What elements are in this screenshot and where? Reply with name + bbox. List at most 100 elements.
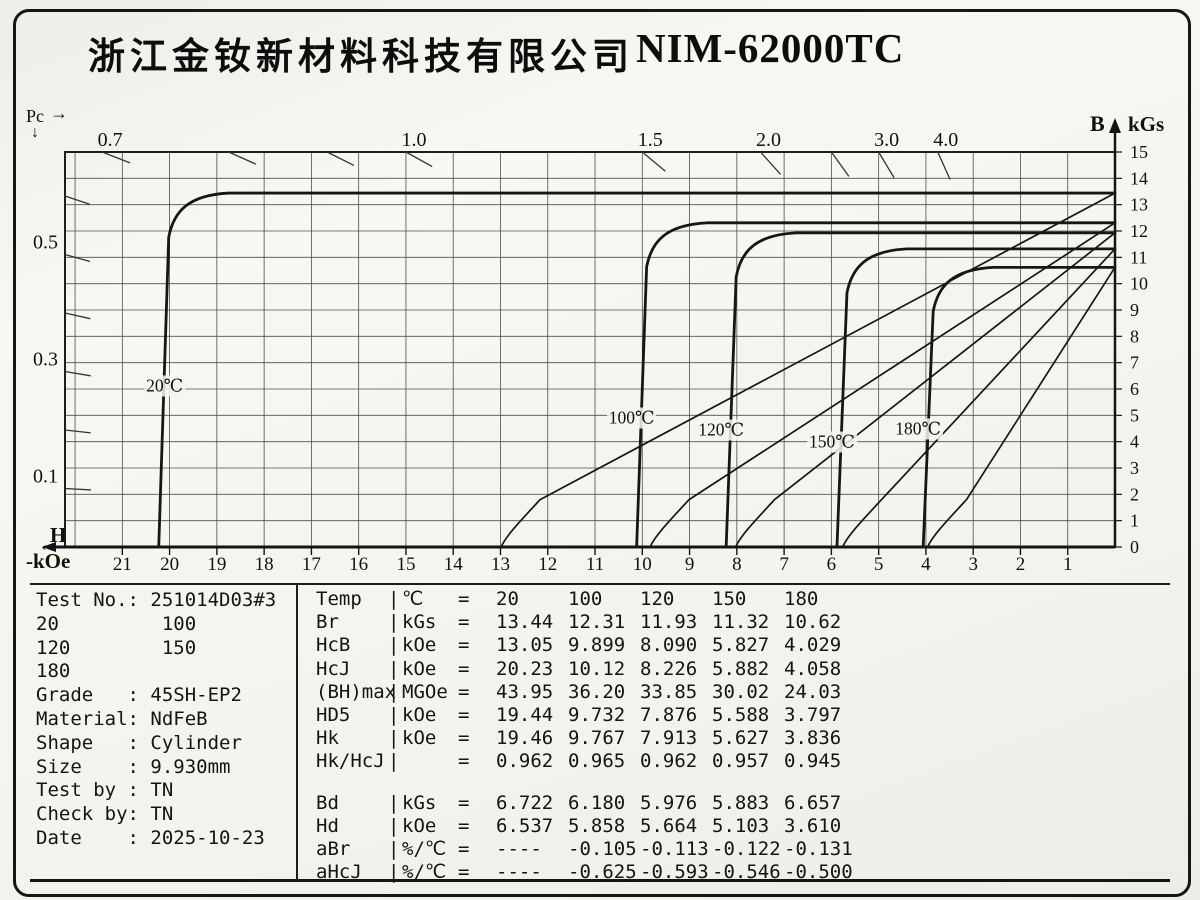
param-value: 24.03 [784, 680, 842, 703]
svg-text:17: 17 [302, 554, 321, 575]
svg-text:10: 10 [1130, 274, 1148, 294]
demag-curves [157, 191, 1117, 549]
param-value: -0.625 [568, 861, 637, 884]
b-curve-100 [649, 221, 1116, 548]
param-value: -0.131 [784, 837, 853, 860]
equals-sign: = [458, 611, 470, 634]
param-value: -0.113 [640, 837, 709, 860]
h-axis-label: H [50, 523, 67, 547]
param-value: 3.836 [784, 727, 842, 750]
pc-axis-label: Pc [26, 106, 44, 126]
param-value: 10.62 [784, 611, 842, 634]
j-curve-150 [835, 247, 1117, 549]
column-divider: | [388, 814, 400, 837]
param-value: 180 [784, 588, 819, 610]
equals-sign: = [458, 814, 470, 837]
column-divider: | [388, 750, 400, 773]
table-row: Hk | kOe = 19.46 9.767 7.913 5.627 3.836 [316, 727, 856, 750]
b-axis-label: B [1090, 111, 1105, 136]
param-name: aBr [316, 837, 351, 860]
instrument-model: NIM-62000TC [636, 25, 905, 71]
column-divider: | [388, 727, 400, 750]
param-value: 5.882 [712, 657, 770, 680]
param-value: 9.767 [568, 727, 626, 750]
param-value: 19.46 [496, 727, 554, 750]
equals-sign: = [458, 750, 470, 773]
svg-text:0.1: 0.1 [33, 466, 58, 488]
info-line: Shape : Cylinder [36, 731, 242, 754]
curve-label-120: 120℃ [696, 419, 747, 441]
info-line: 20 100 [36, 612, 197, 635]
svg-text:5: 5 [874, 554, 884, 575]
info-line: Material: NdFeB [36, 707, 208, 730]
param-unit: %/℃ [402, 861, 447, 884]
param-value: 36.20 [568, 680, 626, 703]
table-row: (BH)max | MGOe = 43.95 36.20 33.85 30.02 24.03 [316, 681, 856, 704]
curve-label-180: 180℃ [893, 418, 944, 439]
svg-text:12: 12 [538, 554, 557, 575]
svg-text:5: 5 [1130, 405, 1139, 425]
svg-text:13: 13 [491, 554, 510, 575]
param-value: 5.103 [712, 814, 770, 837]
svg-text:14: 14 [1130, 168, 1148, 188]
column-divider: | [388, 861, 400, 884]
h-axis-unit: -kOe [26, 549, 71, 573]
param-value: 0.945 [784, 750, 842, 773]
param-unit: kOe [402, 703, 437, 726]
param-value: 3.797 [784, 703, 842, 726]
equals-sign: = [458, 861, 470, 884]
param-name: HcB [316, 634, 351, 657]
param-unit: kGs [402, 611, 437, 634]
svg-text:1.0: 1.0 [401, 129, 426, 151]
pc-right-arrow-icon: → [50, 103, 68, 123]
svg-text:4: 4 [921, 554, 931, 575]
param-value: 0.965 [568, 750, 626, 773]
measurement-table: Temp | ℃ = 20 100 120 150 180 Br | kGs = 13.44 12.31 11… [316, 588, 856, 884]
param-value: 20 [496, 588, 519, 610]
svg-text:4: 4 [1130, 432, 1139, 452]
param-value: 11.32 [712, 611, 770, 634]
param-value: -0.500 [784, 861, 853, 884]
info-line: 180 [36, 660, 71, 683]
param-value: 11.93 [640, 611, 698, 634]
param-value: -0.122 [712, 837, 781, 860]
param-value: 4.058 [784, 657, 842, 680]
param-value: 6.537 [496, 814, 554, 837]
svg-text:0.7: 0.7 [98, 129, 123, 151]
pc-down-arrow-icon: ↓ [31, 124, 39, 141]
param-value: 7.913 [640, 727, 698, 750]
table-row: Bd | kGs = 6.722 6.180 5.976 5.883 6.657 [316, 792, 856, 815]
table-row: HcB | kOe = 13.05 9.899 8.090 5.827 4.029 [316, 634, 856, 657]
equals-sign: = [458, 837, 470, 860]
column-divider: | [388, 611, 400, 634]
column-divider: | [388, 837, 400, 860]
equals-sign: = [458, 588, 470, 610]
column-divider: | [388, 657, 400, 680]
param-unit: MGOe [402, 680, 448, 703]
equals-sign: = [458, 791, 470, 814]
svg-text:8: 8 [732, 554, 742, 575]
column-divider: | [388, 791, 400, 814]
svg-text:1: 1 [1130, 511, 1139, 531]
b-curve-120 [734, 231, 1116, 548]
param-value: -0.105 [568, 837, 637, 860]
curve-label-20: 20℃ [144, 375, 186, 397]
param-name: Hk [316, 727, 339, 750]
svg-text:6: 6 [1130, 379, 1139, 399]
info-line: Size : 9.930mm [36, 755, 231, 778]
param-value: 13.05 [496, 634, 554, 657]
section-divider-line [30, 583, 1170, 585]
param-value: 0.962 [640, 750, 698, 773]
param-value: 5.976 [640, 791, 698, 814]
b-axis-unit: kGs [1128, 112, 1165, 136]
param-value: 0.962 [496, 750, 554, 773]
equals-sign: = [458, 703, 470, 726]
param-value: 6.657 [784, 791, 842, 814]
equals-sign: = [458, 680, 470, 703]
svg-text:9: 9 [685, 554, 695, 575]
svg-text:15: 15 [396, 554, 415, 575]
svg-text:6: 6 [827, 554, 837, 575]
param-value: 8.226 [640, 657, 698, 680]
svg-text:4.0: 4.0 [933, 129, 958, 151]
svg-text:14: 14 [444, 554, 464, 575]
